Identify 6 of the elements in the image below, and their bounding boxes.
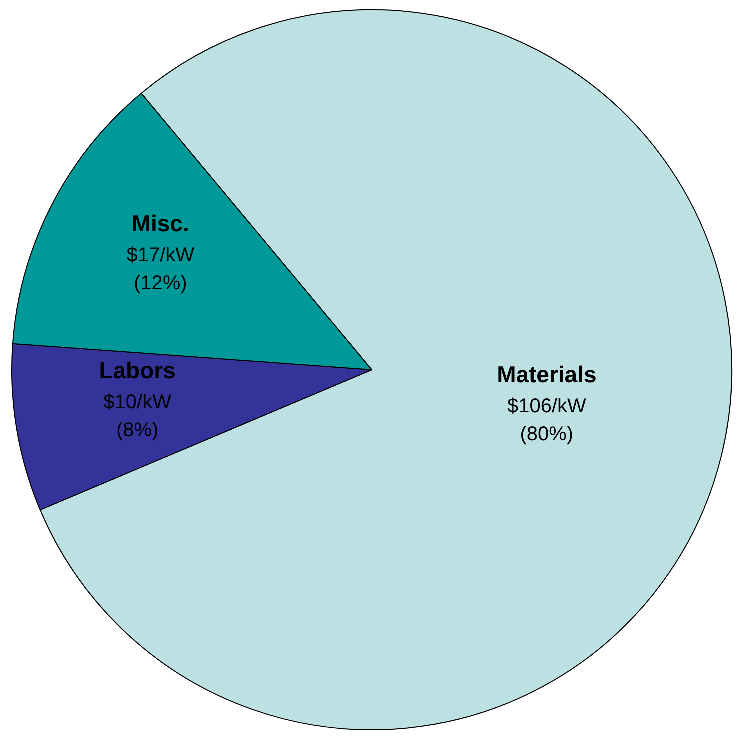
- slice-label: Misc.: [132, 210, 190, 236]
- data-label: $106/kW (80%): [507, 395, 587, 446]
- slice-label: Materials: [497, 361, 597, 388]
- data-label: $10/kW (8%): [104, 392, 172, 442]
- slice-label: Labors: [99, 358, 176, 384]
- data-label: $17/kW (12%): [126, 244, 195, 294]
